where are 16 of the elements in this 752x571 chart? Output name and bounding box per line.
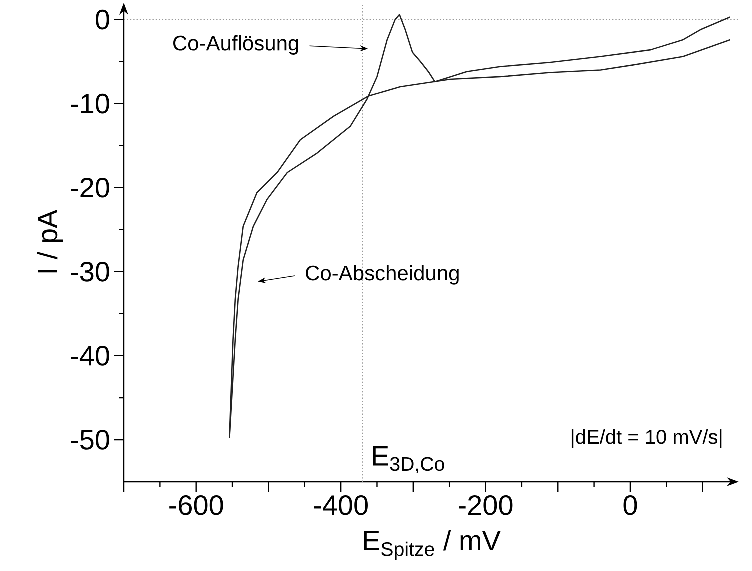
ref-line-label: E$_{3D,Co}$	[373, 446, 444, 474]
y-tick-label: -50	[71, 430, 110, 450]
x-tick-label: -200	[459, 496, 513, 516]
annotation: |dE/dt = 10 mV/s|	[572, 430, 722, 448]
x-tick-label: -400	[314, 496, 368, 516]
y-axis-title: I / pA	[37, 210, 64, 273]
annotation: Co-Auflösung	[174, 35, 298, 55]
y-tick-label: -20	[71, 178, 110, 198]
annotation: Co-Abscheidung	[306, 265, 459, 285]
y-tick-label: -40	[71, 346, 110, 366]
y-tick-label: 0	[96, 10, 110, 30]
x-tick-label: -600	[170, 496, 224, 516]
y-tick-label: -30	[71, 262, 110, 282]
y-tick-label: -10	[71, 94, 110, 114]
x-tick-label: 0	[624, 496, 638, 516]
x-axis-title: E$_{Spitze}$ / mV	[364, 530, 501, 560]
